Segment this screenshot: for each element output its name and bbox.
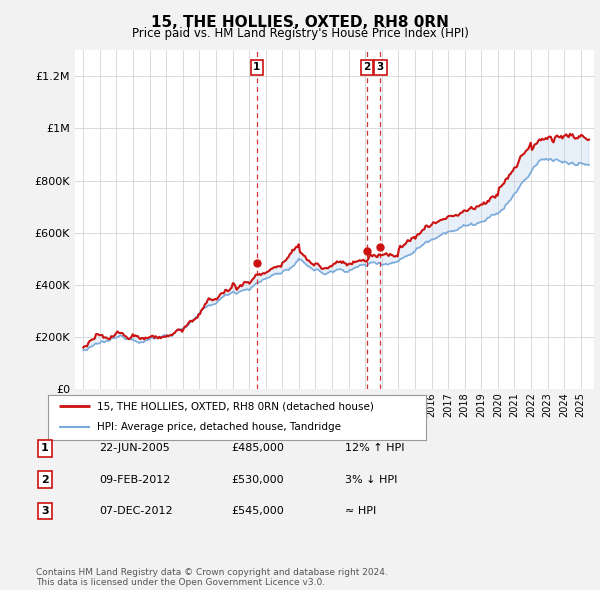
Text: ≈ HPI: ≈ HPI	[345, 506, 376, 516]
Text: 15, THE HOLLIES, OXTED, RH8 0RN: 15, THE HOLLIES, OXTED, RH8 0RN	[151, 15, 449, 30]
Text: 3% ↓ HPI: 3% ↓ HPI	[345, 475, 397, 484]
Text: 3: 3	[377, 62, 384, 72]
Text: 3: 3	[41, 506, 49, 516]
Text: 12% ↑ HPI: 12% ↑ HPI	[345, 444, 404, 453]
Text: £530,000: £530,000	[231, 475, 284, 484]
Text: Price paid vs. HM Land Registry's House Price Index (HPI): Price paid vs. HM Land Registry's House …	[131, 27, 469, 40]
Text: 2: 2	[363, 62, 370, 72]
Text: 15, THE HOLLIES, OXTED, RH8 0RN (detached house): 15, THE HOLLIES, OXTED, RH8 0RN (detache…	[97, 401, 374, 411]
Text: 1: 1	[41, 444, 49, 453]
Text: 09-FEB-2012: 09-FEB-2012	[99, 475, 170, 484]
Text: 1: 1	[253, 62, 260, 72]
Text: HPI: Average price, detached house, Tandridge: HPI: Average price, detached house, Tand…	[97, 422, 341, 432]
Text: £545,000: £545,000	[231, 506, 284, 516]
Text: £485,000: £485,000	[231, 444, 284, 453]
Text: 07-DEC-2012: 07-DEC-2012	[99, 506, 173, 516]
Text: 2: 2	[41, 475, 49, 484]
Text: Contains HM Land Registry data © Crown copyright and database right 2024.
This d: Contains HM Land Registry data © Crown c…	[36, 568, 388, 587]
Text: 22-JUN-2005: 22-JUN-2005	[99, 444, 170, 453]
